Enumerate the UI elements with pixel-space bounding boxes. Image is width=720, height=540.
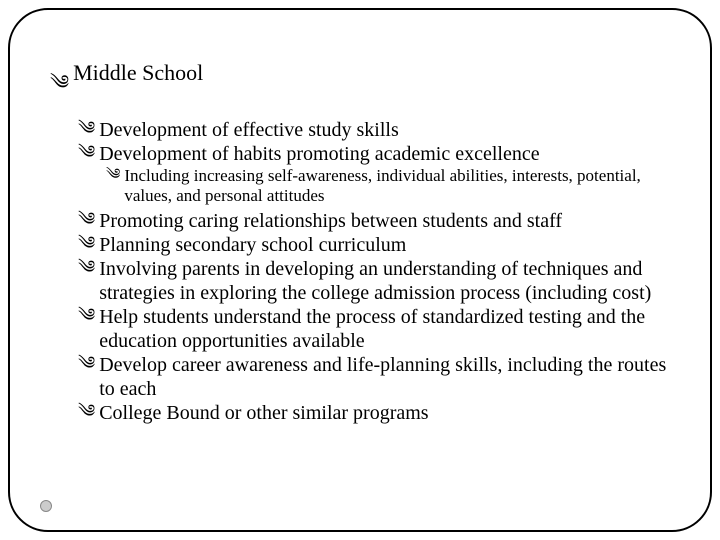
level2-text: Development of habits promoting academic… — [99, 142, 670, 166]
level3-text: Including increasing self-awareness, ind… — [124, 166, 670, 207]
bullet-icon: ༄ — [106, 166, 120, 184]
bullet-icon: ༄ — [50, 60, 69, 116]
list-item-level2: ༄ Involving parents in developing an und… — [78, 257, 670, 305]
bullet-icon: ༄ — [78, 305, 95, 327]
level2-text: Promoting caring relationships between s… — [99, 209, 670, 233]
level2-text: Help students understand the process of … — [99, 305, 670, 353]
bullet-icon: ༄ — [78, 142, 95, 164]
list-item-level2: ༄ Planning secondary school curriculum — [78, 233, 670, 257]
slide-frame: ༄ Middle School ༄ Development of effecti… — [8, 8, 712, 532]
bullet-icon: ༄ — [78, 257, 95, 279]
level1-text: Middle School — [73, 60, 670, 86]
list-item-level2: ༄ Develop career awareness and life-plan… — [78, 353, 670, 401]
bullet-icon: ༄ — [78, 118, 95, 140]
level2-text: Develop career awareness and life-planni… — [99, 353, 670, 401]
level2-text: Development of effective study skills — [99, 118, 670, 142]
bullet-icon: ༄ — [78, 401, 95, 423]
level2-text: Planning secondary school curriculum — [99, 233, 670, 257]
bullet-icon: ༄ — [78, 209, 95, 231]
list-item-level3: ༄ Including increasing self-awareness, i… — [106, 166, 670, 207]
list-item-level2: ༄ Development of habits promoting academ… — [78, 142, 670, 166]
list-item-level2: ༄ Promoting caring relationships between… — [78, 209, 670, 233]
level2-text: Involving parents in developing an under… — [99, 257, 670, 305]
list-item-level2: ༄ Help students understand the process o… — [78, 305, 670, 353]
list-item-level1: ༄ Middle School — [50, 60, 670, 116]
bullet-icon: ༄ — [78, 233, 95, 255]
list-item-level2: ༄ College Bound or other similar program… — [78, 401, 670, 425]
footer-decoration-icon — [40, 500, 52, 512]
bullet-icon: ༄ — [78, 353, 95, 375]
level2-text: College Bound or other similar programs — [99, 401, 670, 425]
list-item-level2: ༄ Development of effective study skills — [78, 118, 670, 142]
